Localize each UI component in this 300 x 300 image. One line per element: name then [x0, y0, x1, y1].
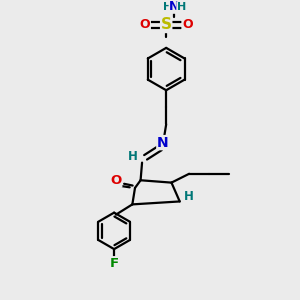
Text: O: O: [140, 18, 150, 32]
Text: S: S: [161, 17, 172, 32]
Text: H: H: [128, 150, 138, 163]
Text: H: H: [184, 190, 194, 202]
Text: N: N: [169, 0, 180, 13]
Text: N: N: [157, 136, 169, 150]
Text: O: O: [110, 174, 122, 187]
Text: H: H: [177, 2, 186, 12]
Text: F: F: [110, 257, 119, 270]
Text: H: H: [163, 2, 172, 12]
Text: O: O: [182, 18, 193, 32]
